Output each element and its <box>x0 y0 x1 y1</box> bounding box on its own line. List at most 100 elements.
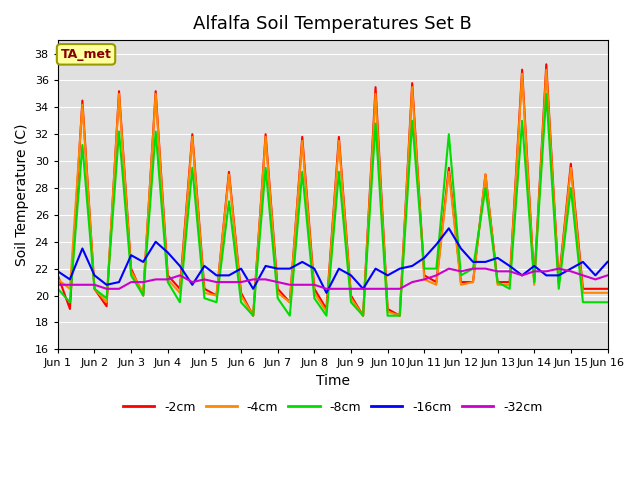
-4cm <box>359 313 367 319</box>
-4cm <box>372 91 380 97</box>
-32cm <box>420 276 428 282</box>
-8cm <box>152 129 159 134</box>
-4cm <box>103 300 111 305</box>
-4cm <box>66 286 74 292</box>
-16cm <box>518 273 526 278</box>
-32cm <box>323 286 330 292</box>
-2cm <box>152 88 159 94</box>
-16cm <box>543 273 550 278</box>
-4cm <box>604 290 611 296</box>
-16cm <box>298 259 306 265</box>
-32cm <box>286 282 294 288</box>
-2cm <box>372 84 380 90</box>
-8cm <box>127 273 135 278</box>
-2cm <box>396 313 404 319</box>
-2cm <box>335 134 343 140</box>
-4cm <box>433 282 440 288</box>
-2cm <box>323 306 330 312</box>
-32cm <box>237 279 245 285</box>
-16cm <box>372 266 380 272</box>
-4cm <box>176 290 184 296</box>
-8cm <box>604 300 611 305</box>
-16cm <box>66 276 74 282</box>
-16cm <box>433 241 440 247</box>
-2cm <box>506 279 513 285</box>
-16cm <box>469 259 477 265</box>
-16cm <box>274 266 282 272</box>
-32cm <box>372 286 380 292</box>
-16cm <box>225 273 233 278</box>
-2cm <box>310 286 318 292</box>
-32cm <box>115 286 123 292</box>
-2cm <box>518 67 526 72</box>
-4cm <box>457 282 465 288</box>
-32cm <box>506 268 513 274</box>
-8cm <box>359 313 367 319</box>
-4cm <box>591 290 599 296</box>
-2cm <box>298 134 306 140</box>
-2cm <box>176 286 184 292</box>
-32cm <box>531 268 538 274</box>
-4cm <box>347 295 355 301</box>
-32cm <box>212 279 220 285</box>
-8cm <box>445 132 452 137</box>
Legend: -2cm, -4cm, -8cm, -16cm, -32cm: -2cm, -4cm, -8cm, -16cm, -32cm <box>118 396 547 419</box>
-16cm <box>176 263 184 269</box>
-2cm <box>188 132 196 137</box>
-2cm <box>212 293 220 299</box>
-2cm <box>457 279 465 285</box>
-16cm <box>531 263 538 269</box>
-8cm <box>250 313 257 319</box>
-8cm <box>310 295 318 301</box>
-4cm <box>237 293 245 299</box>
-32cm <box>298 282 306 288</box>
-16cm <box>493 255 501 261</box>
-2cm <box>493 279 501 285</box>
Y-axis label: Soil Temperature (C): Soil Temperature (C) <box>15 123 29 266</box>
-32cm <box>103 286 111 292</box>
-8cm <box>237 300 245 305</box>
-16cm <box>420 255 428 261</box>
-8cm <box>555 286 563 292</box>
-16cm <box>384 273 392 278</box>
-4cm <box>493 282 501 288</box>
-4cm <box>152 91 159 97</box>
-32cm <box>127 279 135 285</box>
-16cm <box>579 259 587 265</box>
-4cm <box>262 134 269 140</box>
-2cm <box>482 172 490 178</box>
-32cm <box>250 276 257 282</box>
-32cm <box>543 268 550 274</box>
-4cm <box>384 309 392 314</box>
-4cm <box>127 268 135 274</box>
-2cm <box>274 286 282 292</box>
-32cm <box>604 273 611 278</box>
-2cm <box>164 273 172 278</box>
-16cm <box>506 263 513 269</box>
-32cm <box>200 276 208 282</box>
-8cm <box>212 300 220 305</box>
X-axis label: Time: Time <box>316 374 349 388</box>
-8cm <box>469 266 477 272</box>
-32cm <box>469 266 477 272</box>
-2cm <box>225 169 233 175</box>
-32cm <box>274 279 282 285</box>
-4cm <box>408 84 416 90</box>
-8cm <box>335 169 343 175</box>
-4cm <box>79 102 86 108</box>
-4cm <box>225 172 233 178</box>
-2cm <box>384 306 392 312</box>
-4cm <box>555 282 563 288</box>
-32cm <box>482 266 490 272</box>
-8cm <box>225 199 233 204</box>
-8cm <box>54 286 61 292</box>
-16cm <box>335 266 343 272</box>
Text: TA_met: TA_met <box>61 48 111 61</box>
-16cm <box>115 279 123 285</box>
-16cm <box>396 266 404 272</box>
-2cm <box>531 279 538 285</box>
-32cm <box>91 282 99 288</box>
-8cm <box>384 313 392 319</box>
-4cm <box>200 290 208 296</box>
-2cm <box>66 306 74 312</box>
